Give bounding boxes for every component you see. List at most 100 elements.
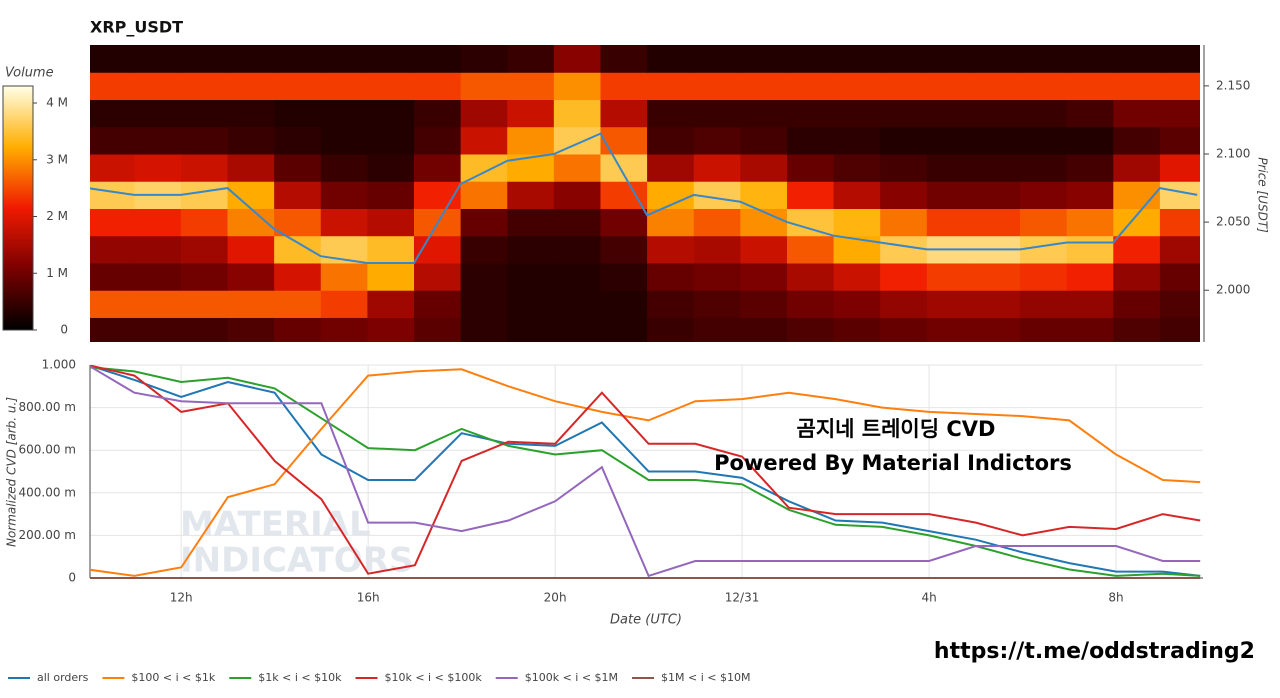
heatmap-cell	[460, 235, 508, 264]
heatmap-cell	[367, 262, 415, 291]
heatmap-cell	[880, 72, 928, 100]
heatmap-cell	[90, 208, 135, 237]
heatmap-cell	[600, 99, 648, 128]
heatmap-cell	[274, 126, 322, 155]
heatmap-cell	[367, 153, 415, 182]
heatmap-cell	[693, 290, 741, 318]
y-tick-label: 0	[68, 571, 76, 585]
legend-label: $1k < i < $10k	[258, 671, 342, 684]
heatmap-cell	[693, 99, 741, 128]
heatmap-cell	[647, 126, 695, 155]
heatmap-cell	[274, 181, 322, 209]
heatmap-cell	[1159, 45, 1200, 73]
heatmap-cell	[1020, 235, 1068, 264]
y-tick-label: 2.000	[1216, 283, 1250, 297]
heatmap-cell	[90, 45, 135, 73]
heatmap-cell	[1020, 317, 1068, 342]
heatmap-cell	[693, 72, 741, 100]
heatmap-cell	[227, 235, 275, 264]
heatmap-cell	[833, 153, 881, 182]
heatmap-cell	[973, 290, 1021, 318]
heatmap-cell	[1113, 317, 1161, 342]
heatmap-cell	[693, 235, 741, 264]
heatmap-cell	[740, 290, 788, 318]
heatmap-cell	[1066, 126, 1114, 155]
heatmap-cell	[647, 99, 695, 128]
heatmap-cell	[1113, 72, 1161, 100]
heatmap-cell	[600, 208, 648, 237]
heatmap-cell	[786, 181, 835, 209]
heatmap-cell	[833, 235, 881, 264]
cvd-line	[90, 365, 1201, 578]
cvd-line	[90, 368, 1201, 577]
heatmap-cell	[90, 262, 135, 291]
heatmap-cell	[833, 99, 881, 128]
heatmap-cell	[926, 262, 974, 291]
heatmap-cell	[693, 208, 741, 237]
heatmap-cell	[1020, 262, 1068, 291]
heatmap-cell	[786, 45, 835, 73]
heatmap-cell	[973, 153, 1021, 182]
heatmap-cell	[227, 317, 275, 342]
x-tick-label: 4h	[921, 591, 936, 605]
heatmap-cell	[740, 208, 788, 237]
heatmap-cell	[460, 153, 508, 182]
heatmap-cell	[833, 208, 881, 237]
heatmap-cell	[180, 290, 229, 318]
heatmap-cell	[833, 72, 881, 100]
heatmap-cell	[274, 153, 322, 182]
heatmap-cell	[880, 181, 928, 209]
heatmap-cell	[1066, 317, 1114, 342]
heatmap-cell	[274, 208, 322, 237]
heatmap-cell	[460, 317, 508, 342]
heatmap-cell	[973, 72, 1021, 100]
colorbar-tick-label: 1 M	[46, 266, 68, 280]
heatmap-cell	[180, 317, 229, 342]
heatmap-cell	[647, 235, 695, 264]
heatmap-cell	[1020, 153, 1068, 182]
heatmap-cell	[180, 72, 229, 100]
heatmap-cell	[1113, 45, 1161, 73]
heatmap-cell	[553, 290, 601, 318]
heatmap-cell	[320, 45, 368, 73]
heatmap-cell	[553, 317, 601, 342]
heatmap-cell	[600, 290, 648, 318]
heatmap-cell	[507, 208, 555, 237]
y-tick-label: 2.100	[1216, 146, 1250, 160]
heatmap-cell	[786, 153, 835, 182]
heatmap-cell	[460, 262, 508, 291]
y-axis-title: Price [USDT]	[1256, 157, 1270, 233]
heatmap-cell	[367, 181, 415, 209]
heatmap-cell	[693, 153, 741, 182]
heatmap-cell	[507, 99, 555, 128]
heatmap-cell	[1066, 181, 1114, 209]
heatmap-cell	[320, 99, 368, 128]
heatmap-cell	[1113, 208, 1161, 237]
heatmap-cell	[320, 72, 368, 100]
y-tick-label: 400.00 m	[19, 485, 77, 499]
heatmap-cell	[274, 317, 322, 342]
heatmap-cell	[507, 290, 555, 318]
heatmap-cell	[600, 126, 648, 155]
x-tick-label: 12/31	[725, 591, 760, 605]
heatmap-cell	[553, 208, 601, 237]
heatmap-cell	[600, 262, 648, 291]
heatmap-cell	[1159, 126, 1200, 155]
heatmap-cell	[460, 290, 508, 318]
heatmap-cell	[367, 126, 415, 155]
heatmap-cell	[1159, 208, 1200, 237]
heatmap-cell	[367, 72, 415, 100]
heatmap-cell	[90, 153, 135, 182]
heatmap-cell	[600, 235, 648, 264]
heatmap-cell	[180, 235, 229, 264]
footer-link: https://t.me/oddstrading2	[934, 639, 1255, 664]
heatmap-cell	[320, 153, 368, 182]
heatmap-cell	[274, 45, 322, 73]
heatmap-cell	[1020, 126, 1068, 155]
heatmap-cell	[880, 126, 928, 155]
y-tick-label: 1.000	[42, 358, 76, 372]
heatmap-cell	[1066, 290, 1114, 318]
heatmap-cell	[90, 99, 135, 128]
heatmap-cell	[926, 290, 974, 318]
heatmap-cell	[1159, 99, 1200, 128]
